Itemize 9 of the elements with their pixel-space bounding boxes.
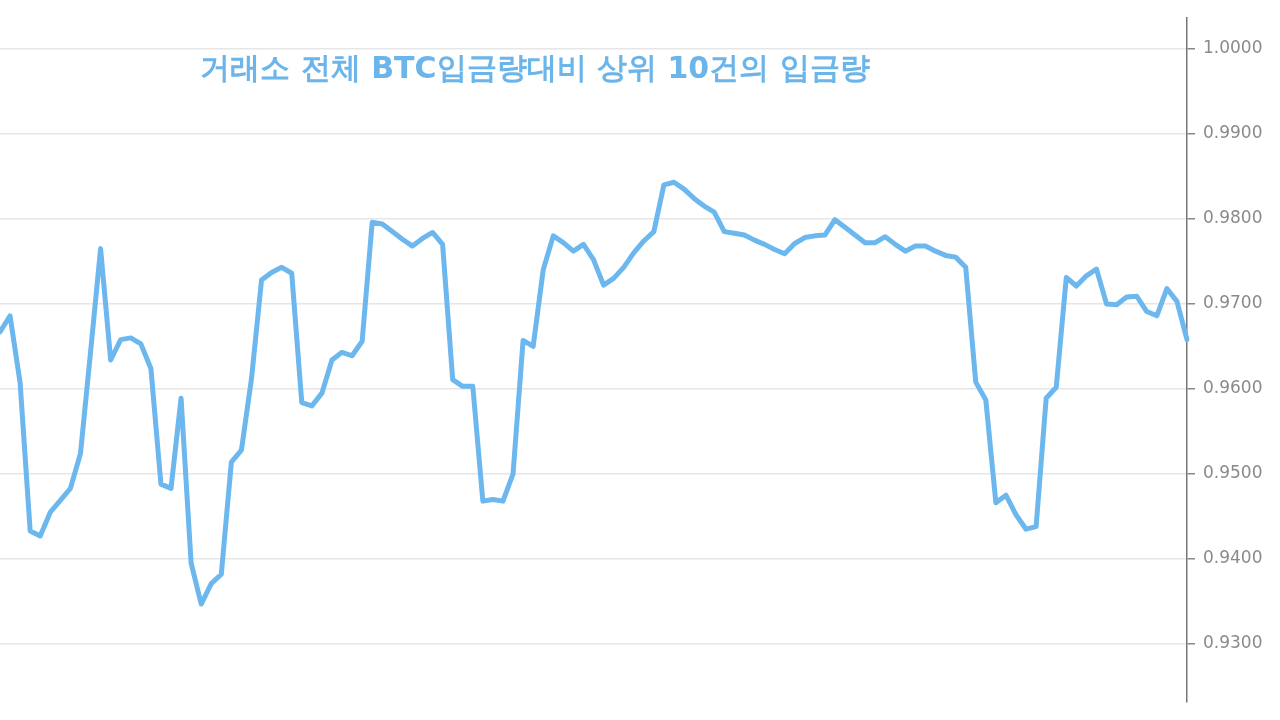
y-tick-label: 0.9900 [1203,122,1263,143]
y-tick-label: 0.9700 [1203,292,1263,313]
y-tick-label: 0.9500 [1203,462,1263,483]
y-tick-label: 1.0000 [1203,37,1263,58]
y-tick-label: 0.9300 [1203,632,1263,653]
y-tick-label: 0.9400 [1203,547,1263,568]
y-tick-label: 0.9800 [1203,207,1263,228]
y-tick-label: 0.9600 [1203,377,1263,398]
text: 거래소 전체 BTC입금량대비 상위 10건의 입금량 [200,49,870,85]
